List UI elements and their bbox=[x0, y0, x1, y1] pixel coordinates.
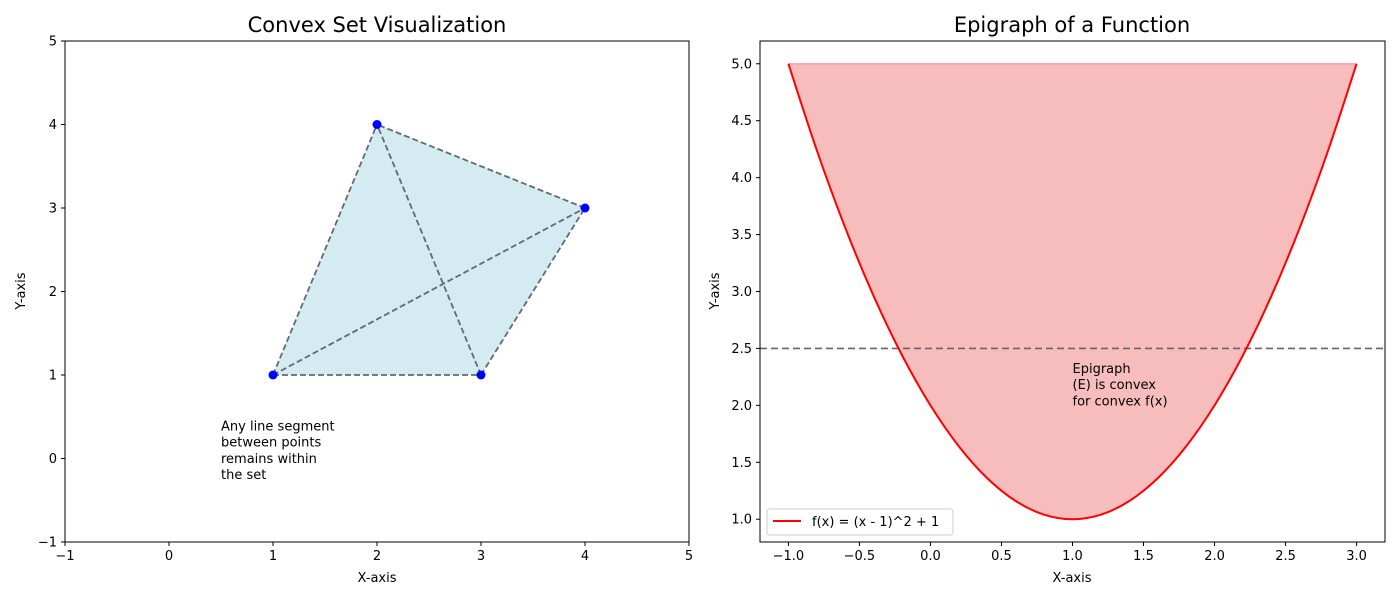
y-tick-label: −1 bbox=[38, 536, 57, 551]
x-tick-label: −1 bbox=[55, 549, 74, 564]
legend-label: f(x) = (x - 1)^2 + 1 bbox=[812, 515, 939, 530]
y-tick-label: 3.0 bbox=[731, 285, 752, 300]
y-tick-label: 5 bbox=[49, 35, 57, 50]
data-point bbox=[372, 120, 382, 129]
segment-line bbox=[376, 124, 482, 376]
convex-set-chart: Convex Set Visualization −1 0 1 2 3 4 5 −1 0 1 2 3 4… bbox=[14, 13, 693, 586]
y-tick-label: 5.0 bbox=[731, 57, 752, 72]
segment-line bbox=[272, 124, 378, 376]
x-tick-label: 3.0 bbox=[1346, 549, 1367, 564]
x-tick-label: 2 bbox=[373, 549, 381, 564]
x-tick-label: 2.0 bbox=[1204, 549, 1225, 564]
x-axis-label: X-axis bbox=[358, 571, 397, 586]
x-tick-label: 3 bbox=[477, 549, 485, 564]
y-tick-label: 0 bbox=[49, 452, 57, 467]
y-tick-label: 4.5 bbox=[731, 114, 752, 129]
x-tick-label: 0 bbox=[165, 549, 173, 564]
annotation-line: the set bbox=[221, 468, 266, 483]
chart-title: Convex Set Visualization bbox=[248, 13, 507, 37]
annotation-line: between points bbox=[221, 436, 322, 451]
annotation-line: for convex f(x) bbox=[1073, 394, 1168, 409]
legend: f(x) = (x - 1)^2 + 1 bbox=[766, 508, 954, 536]
y-tick-label: 2 bbox=[49, 285, 57, 300]
x-tick-label: 2.5 bbox=[1275, 549, 1296, 564]
annotation-line: (E) is convex bbox=[1073, 378, 1157, 393]
epigraph-chart: Epigraph of a Function −1.0 −0.5 0.0 0.5 1.0… bbox=[708, 13, 1386, 586]
y-tick-label: 1.5 bbox=[731, 456, 752, 471]
segment-line bbox=[272, 207, 586, 376]
annotation-line: remains within bbox=[221, 452, 317, 467]
segment-line bbox=[480, 207, 586, 376]
y-tick-label: 3.5 bbox=[731, 228, 752, 243]
legend-box bbox=[766, 508, 954, 536]
segment-line bbox=[376, 123, 586, 209]
y-tick-label: 2.0 bbox=[731, 399, 752, 414]
annotation-line: Epigraph bbox=[1073, 362, 1131, 377]
x-tick-label: 0.5 bbox=[991, 549, 1012, 564]
data-point bbox=[476, 370, 486, 380]
x-tick-label: 1.5 bbox=[1133, 549, 1154, 564]
x-tick-label: −1.0 bbox=[773, 549, 805, 564]
x-tick-label: −0.5 bbox=[844, 549, 876, 564]
y-tick-label: 4.0 bbox=[731, 171, 752, 186]
data-point bbox=[580, 203, 590, 213]
y-tick-label: 2.5 bbox=[731, 342, 752, 357]
y-tick-label: 1.0 bbox=[731, 513, 752, 528]
x-tick-label: 4 bbox=[581, 549, 589, 564]
function-curve bbox=[787, 63, 1358, 521]
y-tick-label: 3 bbox=[49, 202, 57, 217]
annotation-line: Any line segment bbox=[221, 419, 335, 434]
plot-frame bbox=[64, 40, 690, 543]
plot-frame bbox=[759, 40, 1386, 543]
chart-title: Epigraph of a Function bbox=[954, 13, 1190, 37]
x-axis-label: X-axis bbox=[1053, 571, 1092, 586]
epigraph-fill bbox=[788, 63, 1357, 520]
y-axis-label: Y-axis bbox=[14, 272, 29, 310]
y-tick-label: 1 bbox=[49, 369, 57, 384]
x-tick-label: 5 bbox=[685, 549, 693, 564]
x-tick-label: 1 bbox=[269, 549, 277, 564]
data-point bbox=[268, 370, 278, 380]
y-axis-label: Y-axis bbox=[708, 272, 723, 310]
x-tick-label: 1.0 bbox=[1062, 549, 1083, 564]
x-tick-label: 0.0 bbox=[920, 549, 941, 564]
y-tick-label: 4 bbox=[49, 118, 57, 133]
